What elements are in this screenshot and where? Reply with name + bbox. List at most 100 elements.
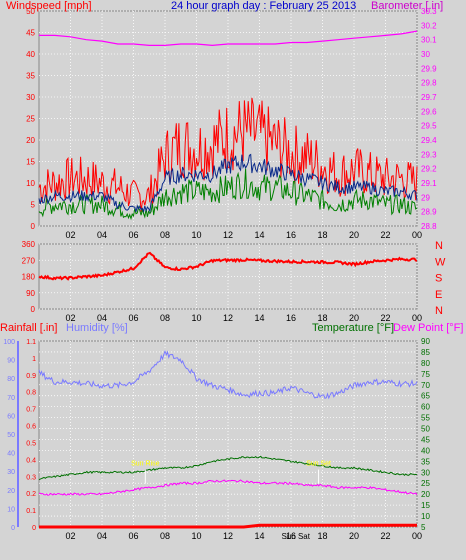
- x-tick-label: 16: [286, 230, 296, 240]
- y-tick-label: 30.1: [421, 36, 437, 45]
- dewpoint-line: [38, 479, 418, 496]
- compass-label: N: [435, 240, 443, 252]
- humidity-tick-label: 30: [7, 469, 15, 476]
- y-tick-label: 30: [421, 50, 430, 59]
- compass-label: W: [435, 256, 446, 268]
- y-tick-label: 0: [31, 222, 36, 231]
- x-tick-label: 00: [412, 313, 422, 323]
- y-tick-label: 90: [421, 337, 430, 346]
- x-tick-label: 22: [380, 531, 390, 541]
- x-tick-label: 16: [286, 313, 296, 323]
- rainfall-axis-label: Rainfall [.in]: [0, 322, 57, 334]
- y-tick-label: 5: [31, 201, 36, 210]
- rain-tick-label: 0.3: [26, 474, 36, 481]
- compass-label: E: [435, 289, 442, 301]
- sunset-label: Sun Set: [306, 461, 331, 468]
- rain-tick-label: 0.4: [26, 457, 36, 464]
- y-tick-label: 45: [421, 435, 430, 444]
- y-tick-label: 270: [22, 256, 36, 265]
- x-tick-label: 10: [191, 531, 201, 541]
- barometer-axis-label: Barometer [.in]: [371, 0, 443, 12]
- x-tick-label: 12: [223, 531, 233, 541]
- y-tick-label: 10: [421, 512, 430, 521]
- windspeed-axis-label: Windspeed [mph]: [6, 0, 92, 12]
- x-tick-label: 10: [191, 313, 201, 323]
- x-tick-label: 18: [317, 313, 327, 323]
- x-tick-label: 12: [223, 230, 233, 240]
- y-tick-label: 10: [26, 179, 35, 188]
- x-tick-label: 02: [65, 230, 75, 240]
- sunrise-label: Sun Rise: [131, 461, 160, 468]
- humidity-tick-label: 90: [7, 358, 15, 365]
- humidity-line: [38, 349, 418, 400]
- humidity-tick-label: 70: [7, 395, 15, 402]
- rain-tick-label: 0.9: [26, 373, 36, 380]
- temperature-line: [38, 455, 418, 481]
- y-tick-label: 29.3: [421, 150, 437, 159]
- wind-axes: 02 04 06 08 10 12 14 16 18 20 22 000510152025303540…: [26, 7, 437, 240]
- climate-axes: 02 04 06 08 10 12 14 16 18 20 22 005101520253035404…: [3, 337, 430, 541]
- barometer-line: [39, 30, 418, 47]
- rain-tick-label: 0.5: [26, 440, 36, 447]
- y-tick-label: 35: [26, 72, 35, 81]
- y-tick-label: 40: [421, 446, 430, 455]
- y-tick-label: 29.1: [421, 179, 437, 188]
- x-tick-label: 06: [128, 531, 138, 541]
- y-tick-label: 0: [31, 305, 36, 314]
- y-tick-label: 80: [421, 359, 430, 368]
- x-tick-label: 20: [349, 230, 359, 240]
- x-tick-label: 22: [380, 230, 390, 240]
- y-tick-label: 75: [421, 370, 430, 379]
- rain-tick-label: 0.1: [26, 508, 36, 515]
- x-tick-label: 00: [412, 531, 422, 541]
- y-tick-label: 28.9: [421, 208, 437, 217]
- x-tick-label: 20: [349, 531, 359, 541]
- y-tick-label: 30.3: [421, 7, 437, 16]
- y-tick-label: 85: [421, 348, 430, 357]
- sunset-axis-label: Sun Sat: [281, 532, 310, 541]
- humidity-tick-label: 40: [7, 451, 15, 458]
- y-tick-label: 25: [421, 479, 430, 488]
- rain-tick-label: 1.1: [26, 339, 36, 346]
- x-tick-label: 00: [412, 230, 422, 240]
- x-tick-label: 02: [65, 531, 75, 541]
- humidity-tick-label: 100: [3, 339, 15, 346]
- humidity-tick-label: 80: [7, 376, 15, 383]
- temperature-axis-label: Temperature [°F]: [312, 322, 394, 334]
- y-tick-label: 30: [421, 468, 430, 477]
- x-tick-label: 06: [128, 313, 138, 323]
- y-tick-label: 20: [421, 490, 430, 499]
- x-tick-label: 10: [191, 230, 201, 240]
- y-tick-label: 20: [26, 136, 35, 145]
- y-tick-label: 55: [421, 414, 430, 423]
- humidity-axis-label: Humidity [%]: [66, 322, 128, 334]
- y-tick-label: 50: [421, 425, 430, 434]
- y-tick-label: 29.6: [421, 107, 437, 116]
- chart-title: 24 hour graph day : February 25 2013: [171, 0, 356, 12]
- y-tick-label: 30.2: [421, 21, 437, 30]
- y-tick-label: 180: [22, 273, 36, 282]
- y-tick-label: 15: [26, 158, 35, 167]
- y-tick-label: 29.7: [421, 93, 437, 102]
- humidity-tick-label: 20: [7, 488, 15, 495]
- x-tick-label: 08: [160, 313, 170, 323]
- x-tick-label: 04: [97, 313, 107, 323]
- x-tick-label: 20: [349, 313, 359, 323]
- y-tick-label: 60: [421, 403, 430, 412]
- y-tick-label: 360: [22, 240, 36, 249]
- x-tick-label: 14: [254, 531, 264, 541]
- wind-series: [38, 30, 418, 221]
- x-tick-label: 06: [128, 230, 138, 240]
- x-tick-label: 18: [317, 230, 327, 240]
- y-tick-label: 65: [421, 392, 430, 401]
- x-tick-label: 04: [97, 531, 107, 541]
- humidity-tick-label: 0: [11, 525, 15, 532]
- dewpoint-axis-label: Dew Point [°F]: [393, 322, 463, 334]
- compass-label: S: [435, 273, 442, 285]
- humidity-tick-label: 10: [7, 506, 15, 513]
- x-tick-label: 04: [97, 230, 107, 240]
- y-tick-label: 40: [26, 50, 35, 59]
- rainfall-line: [39, 523, 417, 529]
